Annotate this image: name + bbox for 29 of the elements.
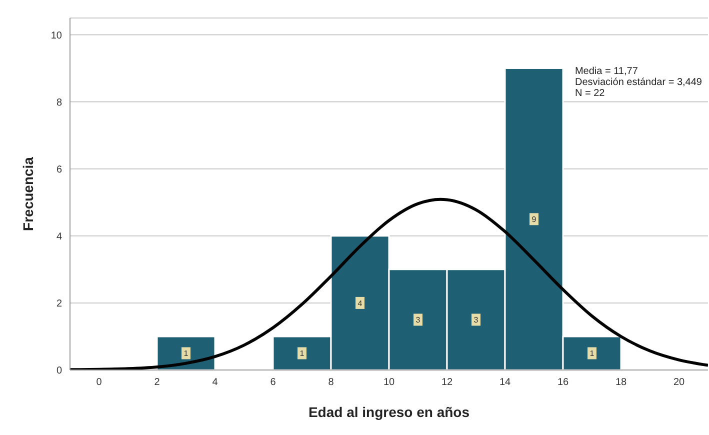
x-tick-label: 2 — [154, 377, 160, 388]
y-tick-label: 4 — [56, 231, 62, 242]
data-label: 3 — [416, 316, 421, 325]
x-tick-label: 14 — [499, 377, 511, 388]
data-label: 1 — [184, 349, 189, 358]
y-tick-label: 6 — [56, 164, 62, 176]
x-tick-label: 20 — [673, 377, 685, 388]
x-tick-label: 12 — [441, 377, 453, 388]
data-label: 3 — [474, 316, 479, 325]
x-tick-label: 4 — [212, 377, 218, 388]
y-tick-label: 0 — [56, 366, 62, 377]
y-axis-title: Frecuencia — [20, 156, 36, 231]
y-tick-label: 10 — [50, 30, 62, 42]
y-tick-label: 8 — [56, 97, 62, 108]
x-tick-label: 6 — [270, 377, 276, 388]
x-tick-label: 0 — [96, 377, 102, 388]
x-tick-label: 8 — [328, 377, 334, 388]
y-tick-label: 2 — [56, 298, 62, 310]
data-label: 9 — [532, 215, 537, 224]
annotation: N = 22 — [574, 88, 606, 99]
annotation: Media = 11,77 — [574, 66, 639, 77]
data-label: 4 — [358, 298, 363, 308]
x-axis-title: Edad al ingreso en años — [308, 404, 470, 420]
x-tick-label: 18 — [615, 377, 627, 388]
x-tick-label: 16 — [557, 377, 569, 388]
x-tick-label: 10 — [383, 377, 395, 388]
annotation: Desviación estándar = 3,449 — [574, 77, 702, 88]
data-label: 1 — [590, 349, 595, 358]
data-label: 1 — [300, 349, 305, 358]
